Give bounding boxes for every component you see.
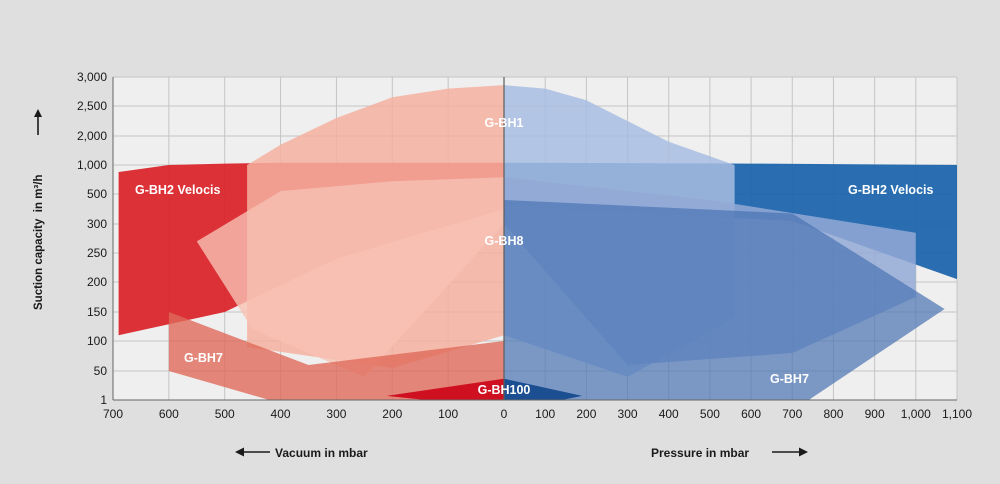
vacuum-arrow-head: [235, 447, 244, 457]
x-tick-label-pressure: 500: [700, 407, 720, 421]
series-label-gbh7-left: G-BH7: [184, 351, 223, 365]
series-label-gbh7-right: G-BH7: [770, 372, 809, 386]
y-tick-label: 1,000: [77, 158, 107, 172]
x-tick-label-vacuum: 600: [159, 407, 179, 421]
area-gbh7-pressure: [504, 200, 945, 400]
series-label-gbh2-left: G-BH2 Velocis: [135, 183, 220, 197]
x-tick-label-pressure: 800: [823, 407, 843, 421]
x-tick-label-vacuum: 400: [271, 407, 291, 421]
x-tick-label-pressure: 300: [618, 407, 638, 421]
y-tick-label: 300: [87, 217, 107, 231]
series-label-gbh8: G-BH8: [485, 234, 524, 248]
y-tick-label: 500: [87, 187, 107, 201]
area-gbh8-vacuum: [196, 177, 505, 377]
x-tick-label-pressure: 100: [535, 407, 555, 421]
y-axis-title-group: Suction capacity in m³/h: [33, 109, 45, 310]
area-gbh7-vacuum: [168, 312, 504, 400]
x-tick-label-vacuum: 300: [326, 407, 346, 421]
y-tick-label: 2,000: [77, 129, 107, 143]
x-tick-label-vacuum: 500: [215, 407, 235, 421]
y-tick-label: 100: [87, 334, 107, 348]
axes: 1501001502002503005001,0002,0002,5003,00…: [77, 70, 972, 421]
series-label-gbh1: G-BH1: [485, 116, 524, 130]
vacuum-axis-title-group: Vacuum in mbar: [235, 446, 368, 460]
y-tick-label: 50: [94, 364, 108, 378]
x-tick-label-pressure: 1,100: [942, 407, 972, 421]
pressure-arrow-head: [799, 447, 808, 457]
y-axis-title: Suction capacity in m³/h: [33, 175, 45, 310]
x-tick-label-pressure: 1,000: [901, 407, 931, 421]
x-tick-label-vacuum: 0: [501, 407, 508, 421]
x-tick-label-vacuum: 100: [438, 407, 458, 421]
area-gbh100-pressure: [504, 378, 583, 400]
pressure-axis-title: Pressure in mbar: [651, 446, 749, 460]
y-tick-label: 2,500: [77, 99, 107, 113]
x-tick-label-pressure: 600: [741, 407, 761, 421]
pressure-axis-title-group: Pressure in mbar: [651, 446, 808, 460]
y-tick-label: 150: [87, 305, 107, 319]
y-axis-arrow-head: [34, 109, 42, 117]
area-labels: G-BH1 G-BH2 Velocis G-BH2 Velocis G-BH8 G-BH…: [135, 116, 933, 397]
x-tick-label-pressure: 900: [865, 407, 885, 421]
vacuum-axis-title: Vacuum in mbar: [275, 446, 368, 460]
y-tick-label: 3,000: [77, 70, 107, 84]
performance-areas: [118, 85, 957, 400]
series-label-gbh100: G-BH100: [478, 383, 531, 397]
y-tick-label: 250: [87, 246, 107, 260]
y-tick-label: 200: [87, 275, 107, 289]
y-tick-label: 1: [100, 393, 107, 407]
area-gbh100-vacuum: [386, 378, 504, 400]
x-tick-label-vacuum: 700: [103, 407, 123, 421]
x-tick-label-pressure: 200: [576, 407, 596, 421]
x-tick-label-pressure: 700: [782, 407, 802, 421]
x-tick-label-pressure: 400: [659, 407, 679, 421]
series-label-gbh2-right: G-BH2 Velocis: [848, 183, 933, 197]
x-tick-label-vacuum: 200: [382, 407, 402, 421]
